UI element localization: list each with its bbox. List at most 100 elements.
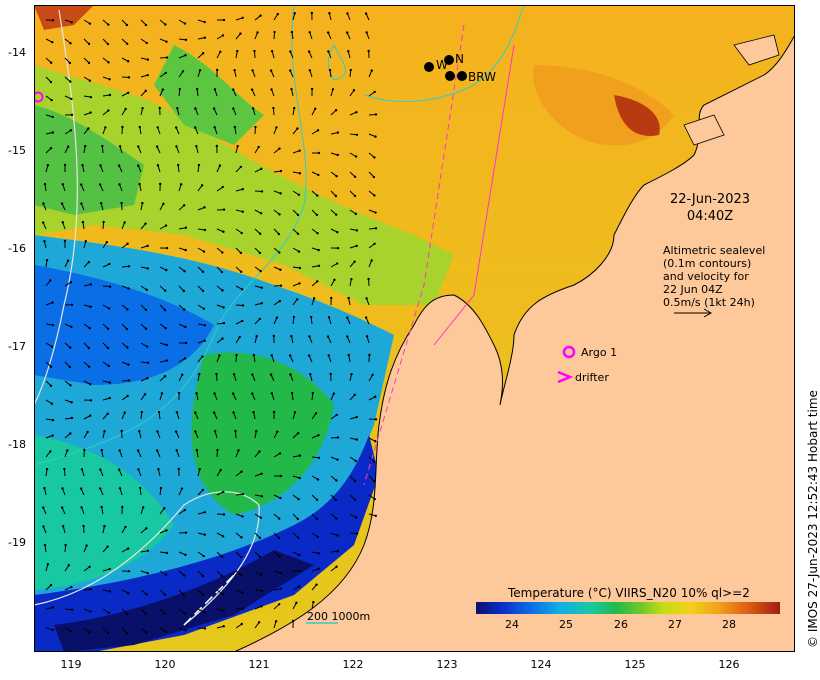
velocity-arrowhead [165,551,169,555]
velocity-arrowhead [194,107,197,110]
velocity-legend-arrowhead [703,308,713,318]
colorbar [476,602,780,614]
velocity-arrowhead [296,432,300,435]
velocity-arrowhead [124,525,127,529]
velocity-arrowhead [253,49,256,53]
velocity-arrowhead [88,22,92,25]
velocity-arrowhead [293,411,297,414]
velocity-arrowhead [270,50,274,53]
velocity-arrowhead [314,412,318,415]
velocity-arrowhead [43,486,46,490]
velocity-arrowhead [316,280,319,283]
velocity-arrowhead [335,479,338,482]
velocity-arrowhead [89,95,93,99]
velocity-arrowhead [123,411,126,414]
altimetry-dashed [183,574,235,626]
velocity-arrowhead [254,125,257,129]
velocity-arrowhead [308,31,311,34]
velocity-arrowhead [258,555,262,559]
velocity-arrowhead [255,335,258,338]
velocity-arrowhead [117,468,121,471]
velocity-arrowhead [88,414,92,417]
velocity-arrowhead [309,373,312,376]
velocity-arrowhead [145,527,148,530]
velocity-arrowhead [241,591,244,594]
velocity-arrowhead [373,395,377,398]
velocity-arrowhead [259,14,262,17]
argo-float-icon [34,91,44,103]
velocity-arrowhead [183,574,186,577]
velocity-arrowhead [335,262,339,265]
velocity-arrowhead [345,31,349,34]
colorbar-tick: 24 [505,618,519,631]
velocity-arrowhead [184,325,187,329]
velocity-arrowhead [334,498,338,502]
velocity-arrowhead [146,73,149,77]
sst-map [34,5,795,652]
velocity-arrowhead [372,175,376,179]
velocity-arrowhead [241,16,244,19]
velocity-arrowhead [335,213,338,216]
velocity-arrowhead [202,250,206,253]
velocity-arrowhead [307,354,311,357]
velocity-arrowhead [298,569,302,573]
velocity-arrowhead [108,285,112,288]
velocity-arrowhead [184,531,188,534]
image-date: 22-Jun-2023 04:40Z [650,191,770,225]
lon-tick: 119 [60,658,82,671]
velocity-arrowhead [317,248,320,252]
altimetry-line: and velocity for [663,270,749,283]
velocity-arrowhead [327,354,330,357]
velocity-arrowhead [163,375,167,378]
velocity-arrowhead [177,467,181,471]
velocity-arrowhead [238,335,241,339]
velocity-arrowhead [107,364,110,368]
velocity-arrowhead [84,240,88,243]
velocity-arrowhead [336,131,340,134]
velocity-arrowhead [221,592,224,596]
velocity-arrowhead [336,436,340,439]
velocity-arrowhead [241,319,244,323]
velocity-arrowhead [195,391,198,395]
velocity-arrowhead [125,42,129,45]
sst-green-patch-2 [154,45,264,145]
altimetry-line: 0.5m/s (1kt 24h) [663,296,755,309]
velocity-arrowhead [203,339,206,342]
velocity-arrowhead [164,630,168,633]
velocity-arrowhead [87,42,91,46]
velocity-arrowhead [61,221,64,224]
velocity-arrowhead [373,242,376,245]
velocity-arrowhead [146,361,150,365]
velocity-arrowhead [83,144,87,148]
velocity-arrowhead [174,430,178,433]
velocity-arrowhead [145,593,148,596]
velocity-arrowhead [120,429,123,433]
velocity-arrowhead [108,262,111,266]
velocity-arrowhead [144,327,148,331]
velocity-arrowhead [81,220,85,224]
velocity-arrowhead [88,565,91,569]
velocity-arrowhead [334,194,338,198]
lon-tick: 121 [248,658,270,671]
velocity-arrowhead [108,567,111,571]
velocity-arrowhead [176,163,180,167]
velocity-arrowhead [241,304,245,307]
velocity-arrowhead [335,517,338,520]
velocity-arrowhead [67,563,71,567]
velocity-arrowhead [203,206,206,209]
velocity-arrowhead [120,201,123,205]
velocity-arrowhead [101,144,104,148]
velocity-arrowhead [156,164,160,167]
velocity-arrowhead [259,516,263,520]
velocity-arrowhead [240,470,243,473]
velocity-arrowhead [297,250,301,253]
velocity-arrowhead [290,391,294,395]
velocity-arrowhead [70,303,74,306]
velocity-arrowhead [278,452,282,455]
velocity-arrowhead [307,50,311,53]
velocity-arrowhead [137,164,140,167]
velocity-arrowhead [162,202,165,206]
velocity-arrowhead [326,335,330,338]
drifter-label: drifter [575,371,609,384]
velocity-arrowhead [354,212,358,216]
